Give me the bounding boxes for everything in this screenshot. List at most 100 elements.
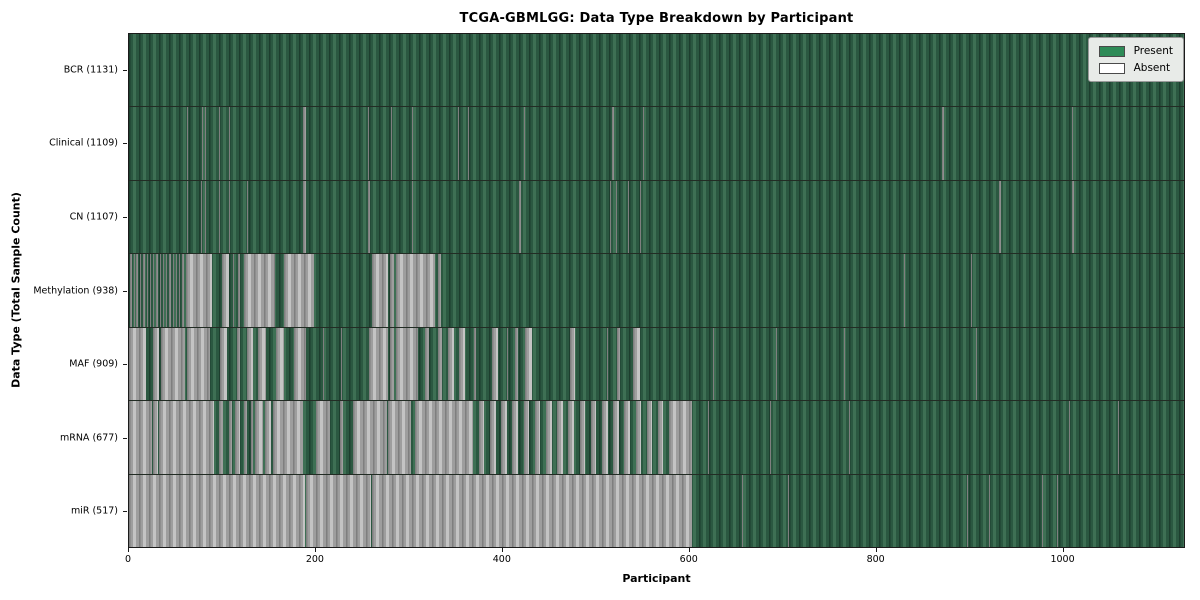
absent-segment bbox=[246, 180, 248, 254]
absent-segment bbox=[186, 180, 188, 254]
chart-title: TCGA-GBMLGG: Data Type Breakdown by Part… bbox=[459, 11, 854, 26]
legend-item-present: Present bbox=[1098, 45, 1173, 57]
absent-segment bbox=[590, 401, 597, 474]
absent-segment bbox=[579, 401, 586, 474]
absent-segment bbox=[437, 254, 441, 327]
y-tick-label: BCR (1131) bbox=[63, 64, 118, 76]
absent-segment bbox=[642, 107, 644, 180]
absent-segment bbox=[646, 401, 653, 474]
absent-segment bbox=[971, 254, 973, 327]
y-tick-label: mRNA (677) bbox=[59, 432, 118, 444]
x-tick-label: 600 bbox=[679, 554, 698, 565]
absent-segment bbox=[153, 401, 158, 474]
absent-segment bbox=[294, 327, 307, 401]
plot-area bbox=[128, 33, 1185, 548]
absent-segment bbox=[942, 107, 945, 180]
absent-segment bbox=[545, 401, 552, 474]
absent-segment bbox=[849, 401, 851, 474]
x-tick-mark bbox=[688, 548, 690, 552]
absent-segment bbox=[525, 327, 532, 401]
absent-segment bbox=[1117, 401, 1119, 474]
absent-segment bbox=[237, 327, 240, 401]
absent-segment bbox=[162, 254, 165, 327]
absent-segment bbox=[200, 180, 202, 254]
absent-segment bbox=[235, 401, 240, 474]
absent-segment bbox=[615, 180, 617, 254]
absent-segment bbox=[243, 254, 276, 327]
absent-segment bbox=[142, 254, 145, 327]
absent-segment bbox=[506, 327, 508, 401]
absent-segment bbox=[302, 107, 307, 180]
absent-segment bbox=[220, 327, 227, 401]
absent-segment bbox=[395, 254, 435, 327]
absent-segment bbox=[843, 327, 845, 401]
absent-segment bbox=[975, 327, 977, 401]
absent-segment bbox=[411, 180, 414, 254]
y-tick-mark bbox=[123, 364, 127, 366]
absent-segment bbox=[228, 107, 230, 180]
absent-segment bbox=[523, 401, 530, 474]
absent-segment bbox=[966, 474, 968, 547]
absent-segment bbox=[741, 474, 743, 547]
absent-segment bbox=[182, 254, 185, 327]
absent-segment bbox=[160, 327, 185, 401]
absent-segment bbox=[1072, 107, 1074, 180]
x-tick-label: 1000 bbox=[1050, 554, 1075, 565]
absent-segment bbox=[458, 107, 460, 180]
absent-segment bbox=[156, 254, 158, 327]
y-tick-mark bbox=[123, 69, 127, 71]
absent-segment bbox=[372, 474, 693, 547]
absent-segment bbox=[390, 254, 394, 327]
absent-segment bbox=[415, 401, 474, 474]
y-tick-mark bbox=[123, 143, 127, 145]
absent-segment bbox=[218, 401, 224, 474]
absent-segment bbox=[391, 107, 393, 180]
absent-segment bbox=[388, 401, 411, 474]
absent-segment bbox=[459, 327, 465, 401]
absent-segment bbox=[186, 107, 188, 180]
absent-segment bbox=[610, 180, 612, 254]
absent-segment bbox=[140, 254, 142, 327]
absent-segment bbox=[515, 327, 518, 401]
absent-segment bbox=[787, 474, 789, 547]
absent-segment bbox=[1057, 474, 1059, 547]
legend-label-absent: Absent bbox=[1133, 62, 1171, 74]
x-tick-label: 400 bbox=[492, 554, 511, 565]
absent-swatch bbox=[1098, 62, 1125, 74]
absent-segment bbox=[340, 327, 342, 401]
absent-segment bbox=[904, 254, 906, 327]
absent-segment bbox=[158, 401, 214, 474]
absent-segment bbox=[169, 254, 171, 327]
absent-segment bbox=[272, 401, 304, 474]
absent-segment bbox=[467, 107, 469, 180]
absent-segment bbox=[265, 401, 271, 474]
absent-segment bbox=[612, 107, 615, 180]
absent-segment bbox=[257, 327, 267, 401]
y-tick-mark bbox=[123, 511, 127, 513]
absent-segment bbox=[1069, 401, 1071, 474]
y-tick-mark bbox=[123, 290, 127, 292]
absent-segment bbox=[411, 107, 413, 180]
row-maf bbox=[129, 327, 1184, 402]
absent-segment bbox=[489, 401, 496, 474]
absent-segment bbox=[437, 327, 443, 401]
absent-segment bbox=[518, 180, 521, 254]
absent-segment bbox=[218, 180, 220, 254]
absent-segment bbox=[153, 327, 159, 401]
absent-segment bbox=[166, 254, 168, 327]
row-methylation bbox=[129, 254, 1184, 328]
absent-segment bbox=[491, 327, 499, 401]
x-tick-mark bbox=[501, 548, 503, 552]
absent-segment bbox=[367, 180, 370, 254]
absent-segment bbox=[222, 254, 229, 327]
absent-segment bbox=[251, 401, 254, 474]
row-mrna bbox=[129, 401, 1184, 475]
absent-segment bbox=[129, 474, 306, 547]
row-bcr bbox=[129, 34, 1184, 108]
legend-item-absent: Absent bbox=[1098, 62, 1173, 74]
x-tick-mark bbox=[875, 548, 877, 552]
absent-segment bbox=[129, 327, 146, 401]
absent-segment bbox=[133, 254, 135, 327]
absent-segment bbox=[201, 107, 203, 180]
absent-segment bbox=[172, 254, 174, 327]
